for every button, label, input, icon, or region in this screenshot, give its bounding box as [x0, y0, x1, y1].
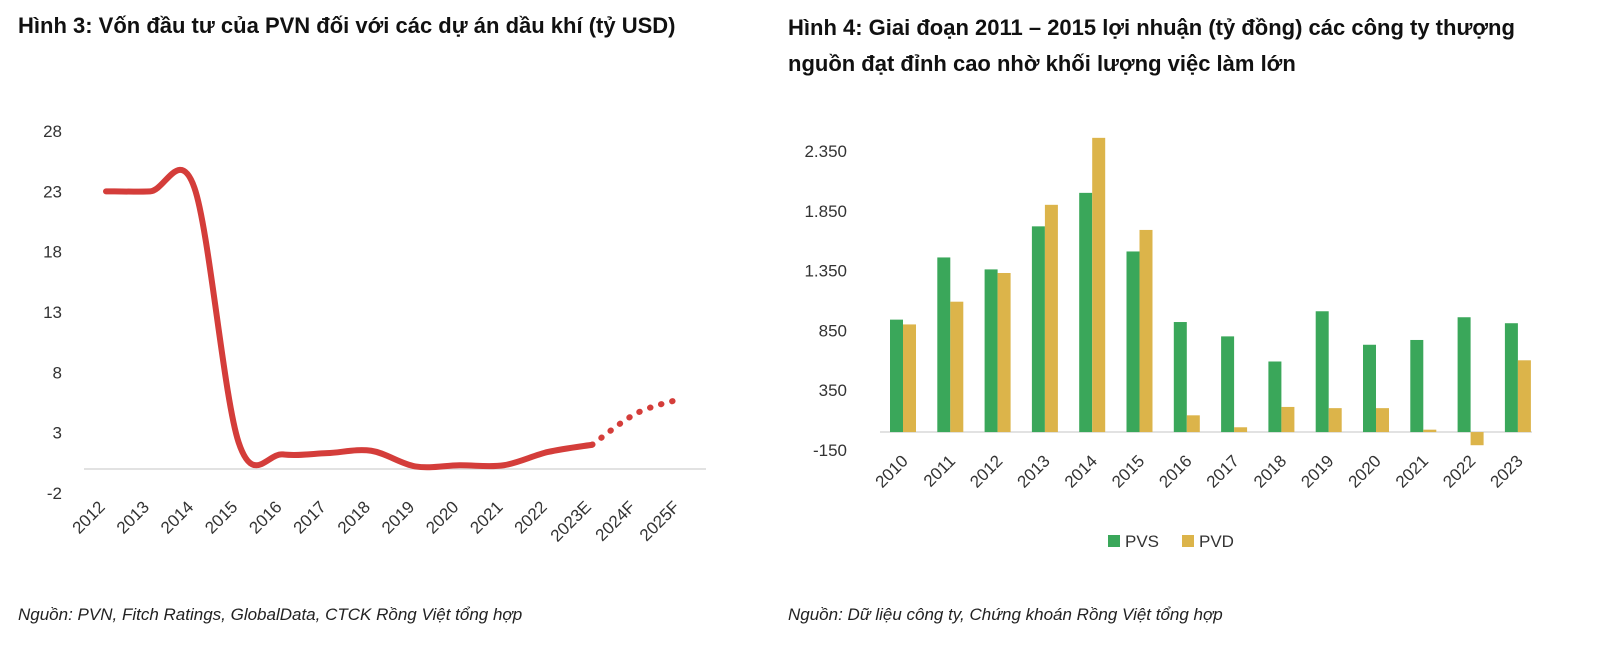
y-tick-label: 13 [43, 303, 62, 322]
y-tick-label: 1.850 [804, 202, 847, 221]
bar-pvs [1221, 336, 1235, 433]
figure4-title: Hình 4: Giai đoạn 2011 – 2015 lợi nhuận … [788, 15, 1515, 76]
bar-pvs [1268, 361, 1282, 433]
figure3-source: Nguồn: PVN, Fitch Ratings, GlobalData, C… [18, 605, 523, 624]
bar-pvd [1092, 137, 1106, 433]
bar-pvs [1504, 323, 1518, 433]
x-tick-label: 2016 [1155, 451, 1195, 491]
x-tick-label: 2022 [1439, 451, 1479, 491]
x-tick-label: 2023 [1487, 451, 1527, 491]
bar-pvs [937, 257, 951, 433]
bar-pvd [1328, 408, 1342, 433]
y-tick-label: 2.350 [804, 142, 847, 161]
bar-pvd [1186, 415, 1200, 433]
series-line-actual [103, 167, 596, 471]
legend-label-pvd: PVD [1199, 532, 1234, 551]
y-tick-label: 3 [53, 424, 62, 443]
figure4-source: Nguồn: Dữ liệu công ty, Chứng khoán Rồng… [788, 605, 1223, 624]
y-tick-label: 28 [43, 122, 62, 141]
bar-pvs [1173, 322, 1187, 433]
series-line-forecast [589, 395, 684, 448]
y-tick-label: 1.350 [804, 262, 847, 281]
bar-pvd [1470, 432, 1484, 446]
x-tick-label: 2017 [1203, 451, 1243, 491]
x-tick-label: 2010 [872, 451, 912, 491]
bar-pvs [1079, 192, 1093, 433]
bar-pvs [890, 319, 903, 433]
x-tick-label: 2014 [1061, 451, 1101, 491]
x-tick-label: 2019 [1297, 451, 1337, 491]
x-tick-label: 2020 [1345, 451, 1385, 491]
y-tick-label: 8 [53, 363, 62, 382]
y-tick-label: 850 [819, 321, 847, 340]
bar-pvd [1281, 406, 1295, 433]
bar-pvs [1410, 339, 1424, 433]
x-tick-label: 2018 [1250, 451, 1290, 491]
x-tick-label: 2013 [1014, 451, 1054, 491]
bar-pvd [1139, 229, 1153, 433]
legend-swatch-pvd [1182, 535, 1194, 547]
x-tick-label: 2012 [966, 451, 1006, 491]
x-tick-label: 2015 [1108, 451, 1148, 491]
bar-pvd [903, 324, 916, 433]
bar-pvs [1363, 344, 1376, 433]
bar-pvs [1315, 311, 1329, 433]
bar-pvd [1376, 408, 1389, 433]
y-tick-label: 23 [43, 182, 62, 201]
bar-pvd [1044, 204, 1058, 433]
figure3-title: Hình 3: Vốn đầu tư của PVN đối với các d… [18, 13, 676, 38]
bar-pvs [1031, 226, 1045, 433]
x-tick-label: 2011 [920, 451, 959, 490]
bar-pvd [950, 301, 964, 433]
bar-pvd [1234, 427, 1248, 433]
bar-pvs [984, 269, 998, 433]
bar-pvd [1423, 429, 1437, 433]
legend-swatch-pvs [1108, 535, 1120, 547]
bar-pvd [997, 272, 1011, 433]
x-tick-label: 2021 [1392, 451, 1432, 491]
y-tick-label: -150 [813, 441, 847, 460]
y-tick-label: 18 [43, 243, 62, 262]
y-tick-label: -2 [47, 484, 62, 503]
bar-pvd [1517, 360, 1531, 433]
bar-pvs [1457, 317, 1471, 433]
bar-pvs [1126, 251, 1140, 433]
y-tick-label: 350 [819, 381, 847, 400]
legend-label-pvs: PVS [1125, 532, 1159, 551]
